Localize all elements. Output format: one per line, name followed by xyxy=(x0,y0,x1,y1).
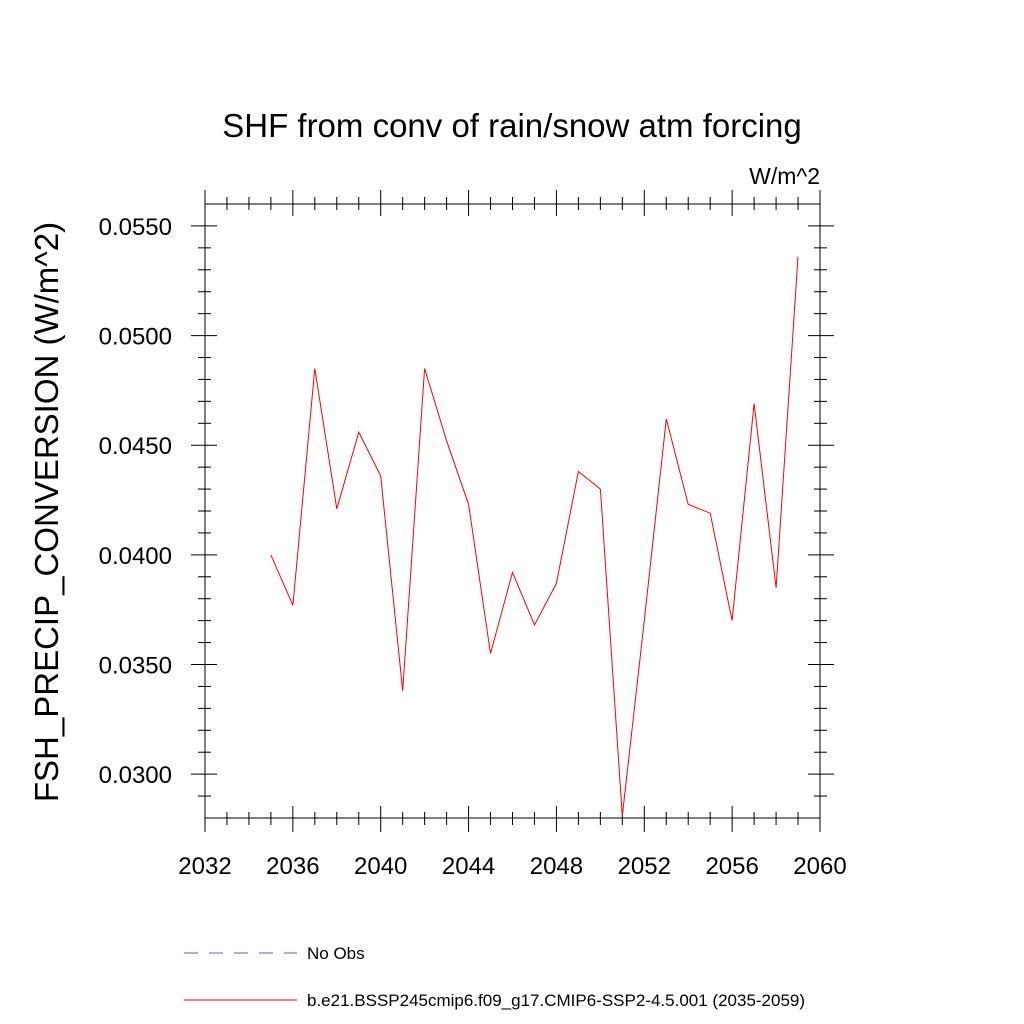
chart-title: SHF from conv of rain/snow atm forcing xyxy=(222,107,802,144)
x-tick-label: 2060 xyxy=(793,853,846,880)
x-tick-label: 2044 xyxy=(442,853,495,880)
x-tick-label: 2036 xyxy=(266,853,319,880)
units-label: W/m^2 xyxy=(749,163,820,189)
x-tick-label: 2032 xyxy=(178,853,231,880)
plot-frame xyxy=(204,203,821,819)
legend-label-2: b.e21.BSSP245cmip6.f09_g17.CMIP6-SSP2-4.… xyxy=(307,991,805,1010)
y-tick-label: 0.0500 xyxy=(99,324,172,351)
x-tick-label: 2040 xyxy=(354,853,407,880)
y-tick-label: 0.0400 xyxy=(99,543,172,570)
y-tick-label: 0.0350 xyxy=(99,653,172,680)
legend-label-1: No Obs xyxy=(307,944,365,963)
x-tick-label: 2052 xyxy=(618,853,671,880)
y-tick-label: 0.0300 xyxy=(99,762,172,789)
y-axis-label: FSH_PRECIP_CONVERSION (W/m^2) xyxy=(28,222,65,802)
y-tick-label: 0.0450 xyxy=(99,433,172,460)
axis-ticks xyxy=(191,190,834,832)
plot-series xyxy=(270,256,799,816)
x-tick-label: 2056 xyxy=(705,853,758,880)
x-tick-labels: 2032 2036 2040 2044 2048 2052 2056 2060 xyxy=(178,853,846,880)
y-tick-label: 0.0550 xyxy=(99,214,172,241)
legend: No Obs b.e21.BSSP245cmip6.f09_g17.CMIP6-S… xyxy=(184,944,805,1010)
series-line xyxy=(270,256,799,816)
x-tick-label: 2048 xyxy=(530,853,583,880)
y-tick-labels: 0.0300 0.0350 0.0400 0.0450 0.0500 0.0550 xyxy=(99,214,172,789)
